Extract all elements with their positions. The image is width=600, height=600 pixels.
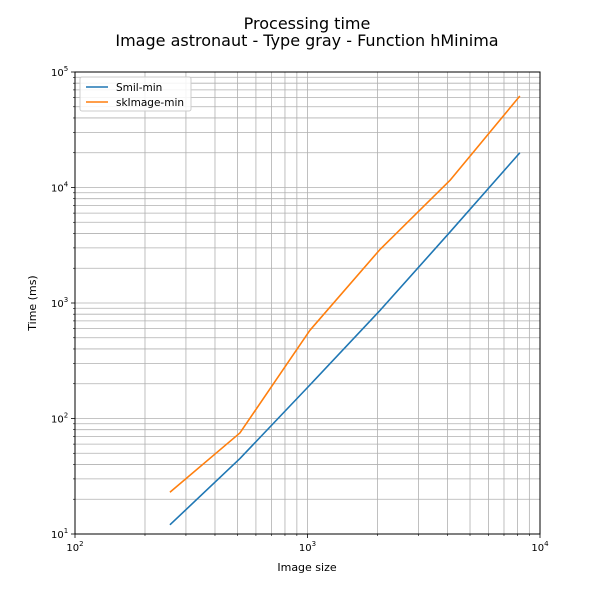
y-axis-label: Time (ms): [26, 275, 39, 331]
chart-title-line1: Processing time: [244, 14, 371, 33]
legend-label-smil-min: Smil-min: [116, 82, 162, 94]
legend-label-skimage-min: skImage-min: [116, 97, 184, 109]
y-tick-label: 105: [51, 65, 68, 79]
x-tick-label: 102: [66, 540, 83, 554]
x-tick-label: 104: [531, 540, 549, 554]
chart-title-line2: Image astronaut - Type gray - Function h…: [115, 31, 498, 50]
y-tick-label: 102: [51, 412, 68, 426]
y-tick-label: 103: [51, 296, 68, 310]
legend: Smil-min skImage-min: [79, 76, 192, 112]
x-tick-label: 103: [299, 540, 316, 554]
series-line-skimage-min: [169, 95, 521, 493]
x-axis-label: Image size: [277, 561, 337, 574]
series-lines: [169, 95, 521, 526]
y-tick-label: 101: [51, 527, 68, 541]
y-tick-label: 104: [51, 181, 69, 195]
series-line-smil-min: [169, 152, 521, 526]
